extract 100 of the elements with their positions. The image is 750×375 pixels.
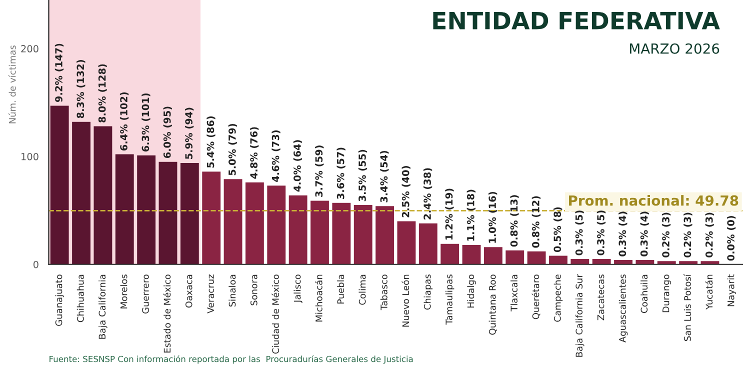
data-label: 3.6% (57) — [336, 148, 346, 199]
x-tick-label: Yucatán — [705, 274, 713, 310]
data-label: 1.0% (16) — [488, 192, 498, 243]
data-label: 5.0% (79) — [228, 124, 237, 176]
bar — [267, 186, 286, 264]
bar — [592, 258, 611, 264]
x-tick-label: Durango — [662, 274, 671, 312]
bar — [614, 260, 632, 264]
x-tick-label: Guerrero — [142, 274, 149, 314]
x-tick-label: Nayarit — [727, 274, 736, 306]
y-tick-label: 200 — [21, 45, 38, 52]
bar — [440, 244, 460, 264]
bar — [657, 261, 676, 264]
x-tick-label: Chihuahua — [76, 274, 84, 322]
x-tick-label: Sinaloa — [228, 274, 236, 307]
x-tick-label: Michoacán — [315, 274, 322, 322]
x-tick-label: Guanajuato — [55, 274, 64, 326]
text: MARZO 2026 — [630, 43, 720, 54]
data-label: 8.3% (132) — [76, 60, 86, 118]
data-label: 1.1% (18) — [466, 190, 476, 241]
x-tick-label: Nuevo León — [402, 274, 410, 327]
data-label: 0.2% (3) — [684, 212, 692, 258]
x-tick-label: Tabasco — [380, 274, 388, 310]
x-tick-label: Coahuila — [640, 274, 648, 313]
x-tick-label: Veracruz — [207, 274, 214, 314]
bar — [679, 261, 698, 264]
bar — [202, 172, 221, 264]
data-label: 0.3% (4) — [640, 212, 649, 256]
y-tick-label: 100 — [22, 152, 38, 160]
bar — [506, 250, 524, 264]
x-tick-label: Quintana Roo — [488, 274, 497, 335]
data-label: 5.9% (94) — [184, 108, 194, 159]
source-note: Fuente: SESNSP Con información reportada por las Procuradurías Generales de Justicia — [50, 355, 413, 364]
data-label: 8.0% (128) — [98, 64, 107, 122]
x-tick-label: Chiapas — [424, 274, 433, 310]
bar — [397, 221, 416, 264]
data-label: 9.2% (147) — [54, 44, 64, 102]
data-label: 6.4% (102) — [120, 92, 129, 150]
data-label: 3.4% (54) — [380, 150, 389, 202]
bar — [310, 200, 329, 264]
x-tick-label: Morelos — [120, 274, 128, 308]
bar — [527, 251, 546, 264]
x-tick-label: Querétaro — [532, 274, 540, 320]
x-tick-label: San Luis Potosí — [684, 274, 691, 341]
x-tick-label: Jalisco — [294, 274, 302, 303]
bar — [636, 260, 654, 264]
x-tick-label: Oaxaca — [185, 274, 192, 308]
data-label: 0.5% (8) — [554, 207, 562, 252]
data-label: 0.2% (3) — [662, 212, 671, 258]
bar — [158, 162, 178, 264]
data-label: 6.0% (95) — [163, 106, 172, 158]
x-tick-label: Tlaxcala — [510, 274, 518, 312]
x-tick-label: Estado de México — [163, 274, 171, 352]
ref-line-label: Prom. nacional: 49.78 — [569, 195, 738, 206]
x-tick-label: Campeche — [554, 274, 563, 322]
data-label: 6.3% (101) — [142, 93, 150, 152]
bar — [50, 106, 69, 264]
bar — [180, 162, 199, 264]
x-tick-label: Baja California — [98, 274, 108, 339]
x-tick-label: Puebla — [337, 274, 344, 304]
y-axis-title: Núm. de víctimas — [8, 46, 16, 124]
x-tick-label: Hidalgo — [467, 274, 476, 308]
bar — [288, 195, 308, 264]
data-label: 1.2% (19) — [445, 188, 454, 240]
bar — [94, 126, 112, 264]
data-label: 3.5% (55) — [358, 150, 368, 202]
data-label: 2.5% (40) — [402, 166, 410, 218]
x-tick-label: Baja California Sur — [576, 274, 584, 357]
bar — [462, 244, 481, 264]
bar — [484, 247, 502, 264]
bar — [332, 202, 351, 264]
bar — [137, 155, 156, 264]
x-tick-label: Ciudad de México — [272, 274, 280, 354]
data-label: 2.4% (38) — [423, 168, 432, 220]
bar — [418, 223, 438, 264]
x-tick-label: Tamaulipas — [445, 274, 454, 325]
bar — [224, 179, 242, 264]
data-label: 4.8% (76) — [250, 127, 259, 179]
x-tick-label: Aguascalientes — [618, 274, 628, 342]
bar — [354, 205, 372, 264]
bar — [700, 261, 720, 264]
data-label: 4.0% (64) — [293, 140, 302, 192]
y-tick-label: 0 — [33, 260, 38, 268]
x-tick-label: Zacatecas — [597, 274, 604, 320]
data-label: 3.7% (59) — [315, 146, 324, 197]
bar — [376, 206, 394, 264]
bar — [570, 258, 590, 264]
data-label: 0.0% (0) — [726, 216, 736, 261]
data-label: 4.6% (73) — [272, 130, 280, 182]
data-label: 0.3% (5) — [575, 210, 584, 256]
data-label: 0.8% (12) — [532, 196, 541, 248]
bar — [115, 154, 134, 264]
bar — [549, 256, 568, 264]
data-label: 0.8% (13) — [510, 195, 519, 247]
data-label: 0.3% (4) — [618, 212, 628, 256]
bar — [72, 122, 90, 264]
data-label: 0.2% (3) — [705, 212, 714, 258]
chart-title: ENTIDAD FEDERATIVA — [433, 12, 720, 30]
data-label: 0.3% (5) — [596, 210, 606, 256]
x-tick-label: Colima — [358, 274, 366, 305]
